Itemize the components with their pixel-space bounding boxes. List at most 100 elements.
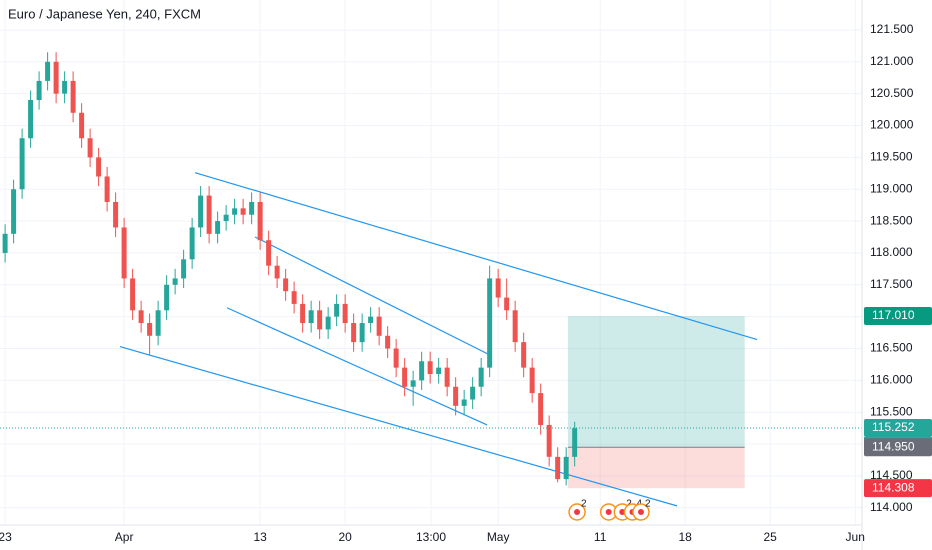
candle-body [572, 428, 578, 457]
y-tick-label: 114.000 [870, 500, 913, 514]
x-tick-label: 20 [338, 530, 352, 544]
candle-body [529, 367, 535, 394]
candle-body [36, 80, 42, 101]
event-dot [574, 509, 581, 515]
event-dot [619, 509, 626, 515]
y-tick-label: 119.000 [870, 181, 913, 195]
chart-title: Euro / Japanese Yen, 240, FXCM [8, 6, 201, 21]
candle-body [368, 316, 374, 324]
candle-body [470, 386, 476, 400]
candle-body [308, 310, 314, 324]
x-tick-label: 11 [594, 530, 607, 544]
plot: 2242 [0, 52, 862, 521]
candle-body [257, 201, 263, 241]
candle-body [232, 208, 238, 215]
candle-body [410, 380, 416, 387]
candle-body [189, 227, 195, 260]
y-tick-label: 120.000 [870, 118, 914, 132]
candle-body [427, 361, 433, 374]
candle-body [266, 240, 272, 266]
candle-body [478, 367, 484, 387]
event-count: 2 [581, 499, 587, 510]
candle-body [164, 284, 170, 311]
x-tick-label: 13 [253, 530, 267, 544]
candle-body [11, 189, 17, 234]
candle-body [546, 424, 552, 457]
candle-body [2, 233, 8, 253]
y-tick-label: 120.500 [870, 86, 914, 100]
candle-body [70, 80, 76, 113]
y-tick-label: 117.500 [870, 277, 913, 291]
candle-body [130, 278, 136, 311]
candle-body [147, 323, 153, 336]
candle-body [521, 342, 527, 368]
target-zone [567, 316, 745, 448]
y-tick-label: 116.000 [870, 373, 913, 387]
y-tick-label: 119.500 [870, 150, 913, 164]
candle-body [206, 195, 212, 234]
candle-body [504, 297, 510, 311]
candle-body [393, 348, 399, 368]
candle-body [300, 303, 306, 324]
candle-body [334, 303, 340, 317]
candle-body [317, 310, 323, 330]
y-tick-label: 121.500 [870, 22, 914, 36]
price-label-bg [864, 307, 932, 326]
candle-body [104, 176, 110, 202]
price-label-bg [864, 419, 932, 438]
candle-body [172, 278, 178, 285]
candle-body [538, 393, 544, 425]
candle-body [45, 61, 51, 81]
candle-body [87, 138, 93, 158]
candle-body [461, 399, 467, 406]
x-tick-label: May [487, 530, 510, 544]
candle-body [495, 278, 501, 298]
candle-body [512, 310, 518, 343]
event-dot [637, 509, 644, 515]
event-count: 2 [645, 499, 651, 510]
x-tick-label: 25 [764, 530, 778, 544]
candle-body [563, 456, 569, 480]
price-label: 114.950 [872, 439, 915, 453]
candle-body [223, 214, 229, 222]
x-tick-label: 23 [0, 530, 12, 544]
candle-body [291, 291, 297, 304]
candle-body [28, 100, 34, 139]
candle-body [555, 456, 561, 480]
trend-line [119, 346, 678, 507]
y-tick-label: 118.000 [870, 245, 913, 259]
x-tick-label: Jun [846, 530, 865, 544]
x-tick-label: Apr [115, 530, 134, 544]
candle-body [342, 303, 348, 324]
candle-body [419, 361, 425, 381]
candle-body [436, 367, 442, 374]
candle-body [19, 138, 25, 190]
event-dot [605, 509, 612, 515]
candle-body [249, 201, 255, 215]
candle-body [79, 112, 85, 139]
candle-body [121, 227, 127, 279]
price-label-bg [864, 438, 932, 457]
y-tick-label: 121.000 [870, 54, 914, 68]
price-label: 115.252 [872, 420, 915, 434]
price-label: 114.308 [872, 480, 915, 494]
y-tick-label: 114.500 [870, 468, 913, 482]
candle-body [198, 195, 204, 228]
candle-body [181, 259, 187, 279]
candle-body [402, 367, 408, 387]
y-tick-label: 116.500 [870, 341, 913, 355]
candle-body [215, 221, 221, 234]
candle-body [138, 310, 144, 324]
candle-body [444, 367, 450, 387]
candle-body [283, 278, 289, 292]
candle-body [487, 278, 493, 368]
candle-body [376, 316, 382, 336]
trend-line [254, 236, 490, 356]
candle-body [53, 61, 59, 94]
candle-body [62, 80, 68, 94]
candle-body [240, 208, 246, 215]
x-tick-label: 18 [678, 530, 692, 544]
candle-body [274, 265, 280, 279]
